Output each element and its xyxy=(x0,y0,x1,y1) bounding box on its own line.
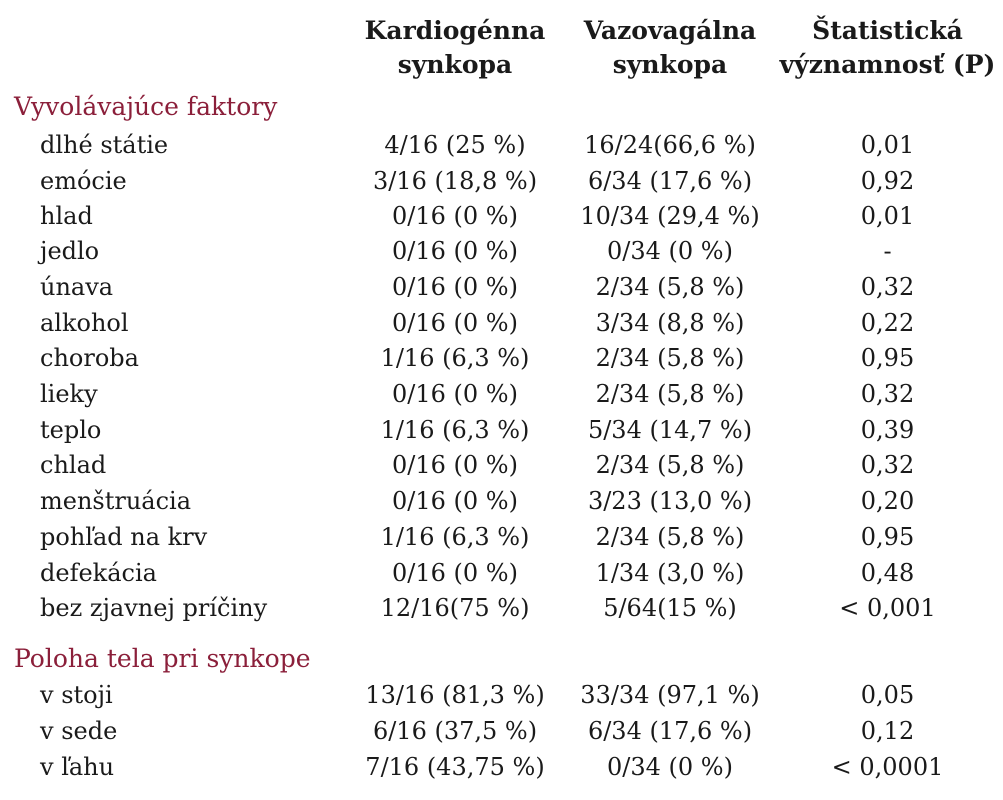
p-value: 0,01 xyxy=(860,202,915,230)
vasovagal-value: 16/24(66,6 %) xyxy=(584,131,756,159)
cardiogenic-value: 0/16 (0 %) xyxy=(392,451,518,479)
p-value: 0,32 xyxy=(860,451,915,479)
p-value: 0,32 xyxy=(860,380,915,408)
column-header-line: Vazovagálna xyxy=(583,16,757,45)
table-row: hlad 0/16 (0 %) 10/34 (29,4 %) 0,01 xyxy=(0,199,1003,234)
row-label: chlad xyxy=(40,451,107,479)
section-title-triggers: Vyvolávajúce faktory xyxy=(14,92,278,121)
cardiogenic-value: 0/16 (0 %) xyxy=(392,202,518,230)
column-header-line: Kardiogénna xyxy=(364,16,546,45)
column-header-significance: Štatistická významnosť (P) xyxy=(765,14,1003,82)
row-label: lieky xyxy=(40,380,98,408)
p-value: 0,22 xyxy=(860,309,915,337)
row-label: choroba xyxy=(40,344,139,372)
p-value: 0,95 xyxy=(860,344,915,372)
p-value: 0,48 xyxy=(860,559,915,587)
vasovagal-value: 6/34 (17,6 %) xyxy=(587,717,753,745)
table-row: bez zjavnej príčiny 12/16(75 %) 5/64(15 … xyxy=(0,591,1003,626)
vasovagal-value: 2/34 (5,8 %) xyxy=(595,273,745,301)
row-label: hlad xyxy=(40,202,93,230)
p-value: 0,92 xyxy=(860,167,915,195)
row-label: pohľad na krv xyxy=(40,523,208,551)
cardiogenic-value: 4/16 (25 %) xyxy=(384,131,526,159)
cardiogenic-value: 0/16 (0 %) xyxy=(392,380,518,408)
cardiogenic-value: 0/16 (0 %) xyxy=(392,487,518,515)
row-label: teplo xyxy=(40,416,102,444)
table-row: chlad 0/16 (0 %) 2/34 (5,8 %) 0,32 xyxy=(0,448,1003,483)
table-row: choroba 1/16 (6,3 %) 2/34 (5,8 %) 0,95 xyxy=(0,341,1003,376)
table-row: pohľad na krv 1/16 (6,3 %) 2/34 (5,8 %) … xyxy=(0,520,1003,555)
table-row: únava 0/16 (0 %) 2/34 (5,8 %) 0,32 xyxy=(0,270,1003,305)
cardiogenic-value: 1/16 (6,3 %) xyxy=(380,523,530,551)
p-value: 0,32 xyxy=(860,273,915,301)
row-label: emócie xyxy=(40,167,127,195)
table-row: jedlo 0/16 (0 %) 0/34 (0 %) - xyxy=(0,234,1003,269)
column-header-line: synkopa xyxy=(612,50,728,79)
row-label: defekácia xyxy=(40,559,157,587)
row-label: v sede xyxy=(40,717,118,745)
vasovagal-value: 1/34 (3,0 %) xyxy=(595,559,745,587)
cardiogenic-value: 13/16 (81,3 %) xyxy=(365,681,545,709)
cardiogenic-value: 3/16 (18,8 %) xyxy=(372,167,538,195)
row-label: únava xyxy=(40,273,114,301)
row-label: menštruácia xyxy=(40,487,192,515)
vasovagal-value: 0/34 (0 %) xyxy=(607,237,733,265)
section-title-body-position: Poloha tela pri synkope xyxy=(14,644,311,673)
vasovagal-value: 2/34 (5,8 %) xyxy=(595,344,745,372)
p-value: - xyxy=(883,237,892,265)
vasovagal-value: 2/34 (5,8 %) xyxy=(595,380,745,408)
vasovagal-value: 0/34 (0 %) xyxy=(607,753,733,781)
table-row: teplo 1/16 (6,3 %) 5/34 (14,7 %) 0,39 xyxy=(0,413,1003,448)
vasovagal-value: 2/34 (5,8 %) xyxy=(595,451,745,479)
vasovagal-value: 3/23 (13,0 %) xyxy=(587,487,753,515)
cardiogenic-value: 0/16 (0 %) xyxy=(392,309,518,337)
p-value: 0,12 xyxy=(860,717,915,745)
row-label: alkohol xyxy=(40,309,129,337)
vasovagal-value: 5/34 (14,7 %) xyxy=(587,416,753,444)
row-label: dlhé státie xyxy=(40,131,169,159)
cardiogenic-value: 1/16 (6,3 %) xyxy=(380,416,530,444)
cardiogenic-value: 0/16 (0 %) xyxy=(392,559,518,587)
table-row: v ľahu 7/16 (43,75 %) 0/34 (0 %) < 0,000… xyxy=(0,750,1003,785)
cardiogenic-value: 1/16 (6,3 %) xyxy=(380,344,530,372)
table-row: alkohol 0/16 (0 %) 3/34 (8,8 %) 0,22 xyxy=(0,306,1003,341)
row-label: bez zjavnej príčiny xyxy=(40,594,268,622)
table-row: v stoji 13/16 (81,3 %) 33/34 (97,1 %) 0,… xyxy=(0,678,1003,713)
p-value: 0,20 xyxy=(860,487,915,515)
vasovagal-value: 2/34 (5,8 %) xyxy=(595,523,745,551)
p-value: 0,95 xyxy=(860,523,915,551)
vasovagal-value: 6/34 (17,6 %) xyxy=(587,167,753,195)
cardiogenic-value: 12/16(75 %) xyxy=(380,594,530,622)
p-value: < 0,001 xyxy=(839,594,936,622)
table-row: v sede 6/16 (37,5 %) 6/34 (17,6 %) 0,12 xyxy=(0,714,1003,749)
vasovagal-value: 33/34 (97,1 %) xyxy=(580,681,760,709)
column-header-vasovagal: Vazovagálna synkopa xyxy=(555,14,785,82)
table-row: emócie 3/16 (18,8 %) 6/34 (17,6 %) 0,92 xyxy=(0,164,1003,199)
cardiogenic-value: 0/16 (0 %) xyxy=(392,273,518,301)
p-value: 0,05 xyxy=(860,681,915,709)
column-header-cardiogenic: Kardiogénna synkopa xyxy=(340,14,570,82)
vasovagal-value: 10/34 (29,4 %) xyxy=(580,202,760,230)
column-header-line: významnosť (P) xyxy=(779,50,996,79)
cardiogenic-value: 6/16 (37,5 %) xyxy=(372,717,538,745)
table-row: lieky 0/16 (0 %) 2/34 (5,8 %) 0,32 xyxy=(0,377,1003,412)
vasovagal-value: 5/64(15 %) xyxy=(603,594,737,622)
table-row: menštruácia 0/16 (0 %) 3/23 (13,0 %) 0,2… xyxy=(0,484,1003,519)
p-value: 0,01 xyxy=(860,131,915,159)
vasovagal-value: 3/34 (8,8 %) xyxy=(595,309,745,337)
row-label: v ľahu xyxy=(40,753,115,781)
cardiogenic-value: 7/16 (43,75 %) xyxy=(365,753,545,781)
cardiogenic-value: 0/16 (0 %) xyxy=(392,237,518,265)
p-value: 0,39 xyxy=(860,416,915,444)
table-row: dlhé státie 4/16 (25 %) 16/24(66,6 %) 0,… xyxy=(0,128,1003,163)
p-value: < 0,0001 xyxy=(831,753,944,781)
column-header-line: Štatistická xyxy=(812,16,963,45)
table-row: defekácia 0/16 (0 %) 1/34 (3,0 %) 0,48 xyxy=(0,556,1003,591)
column-header-line: synkopa xyxy=(397,50,513,79)
row-label: v stoji xyxy=(40,681,113,709)
row-label: jedlo xyxy=(40,237,100,265)
